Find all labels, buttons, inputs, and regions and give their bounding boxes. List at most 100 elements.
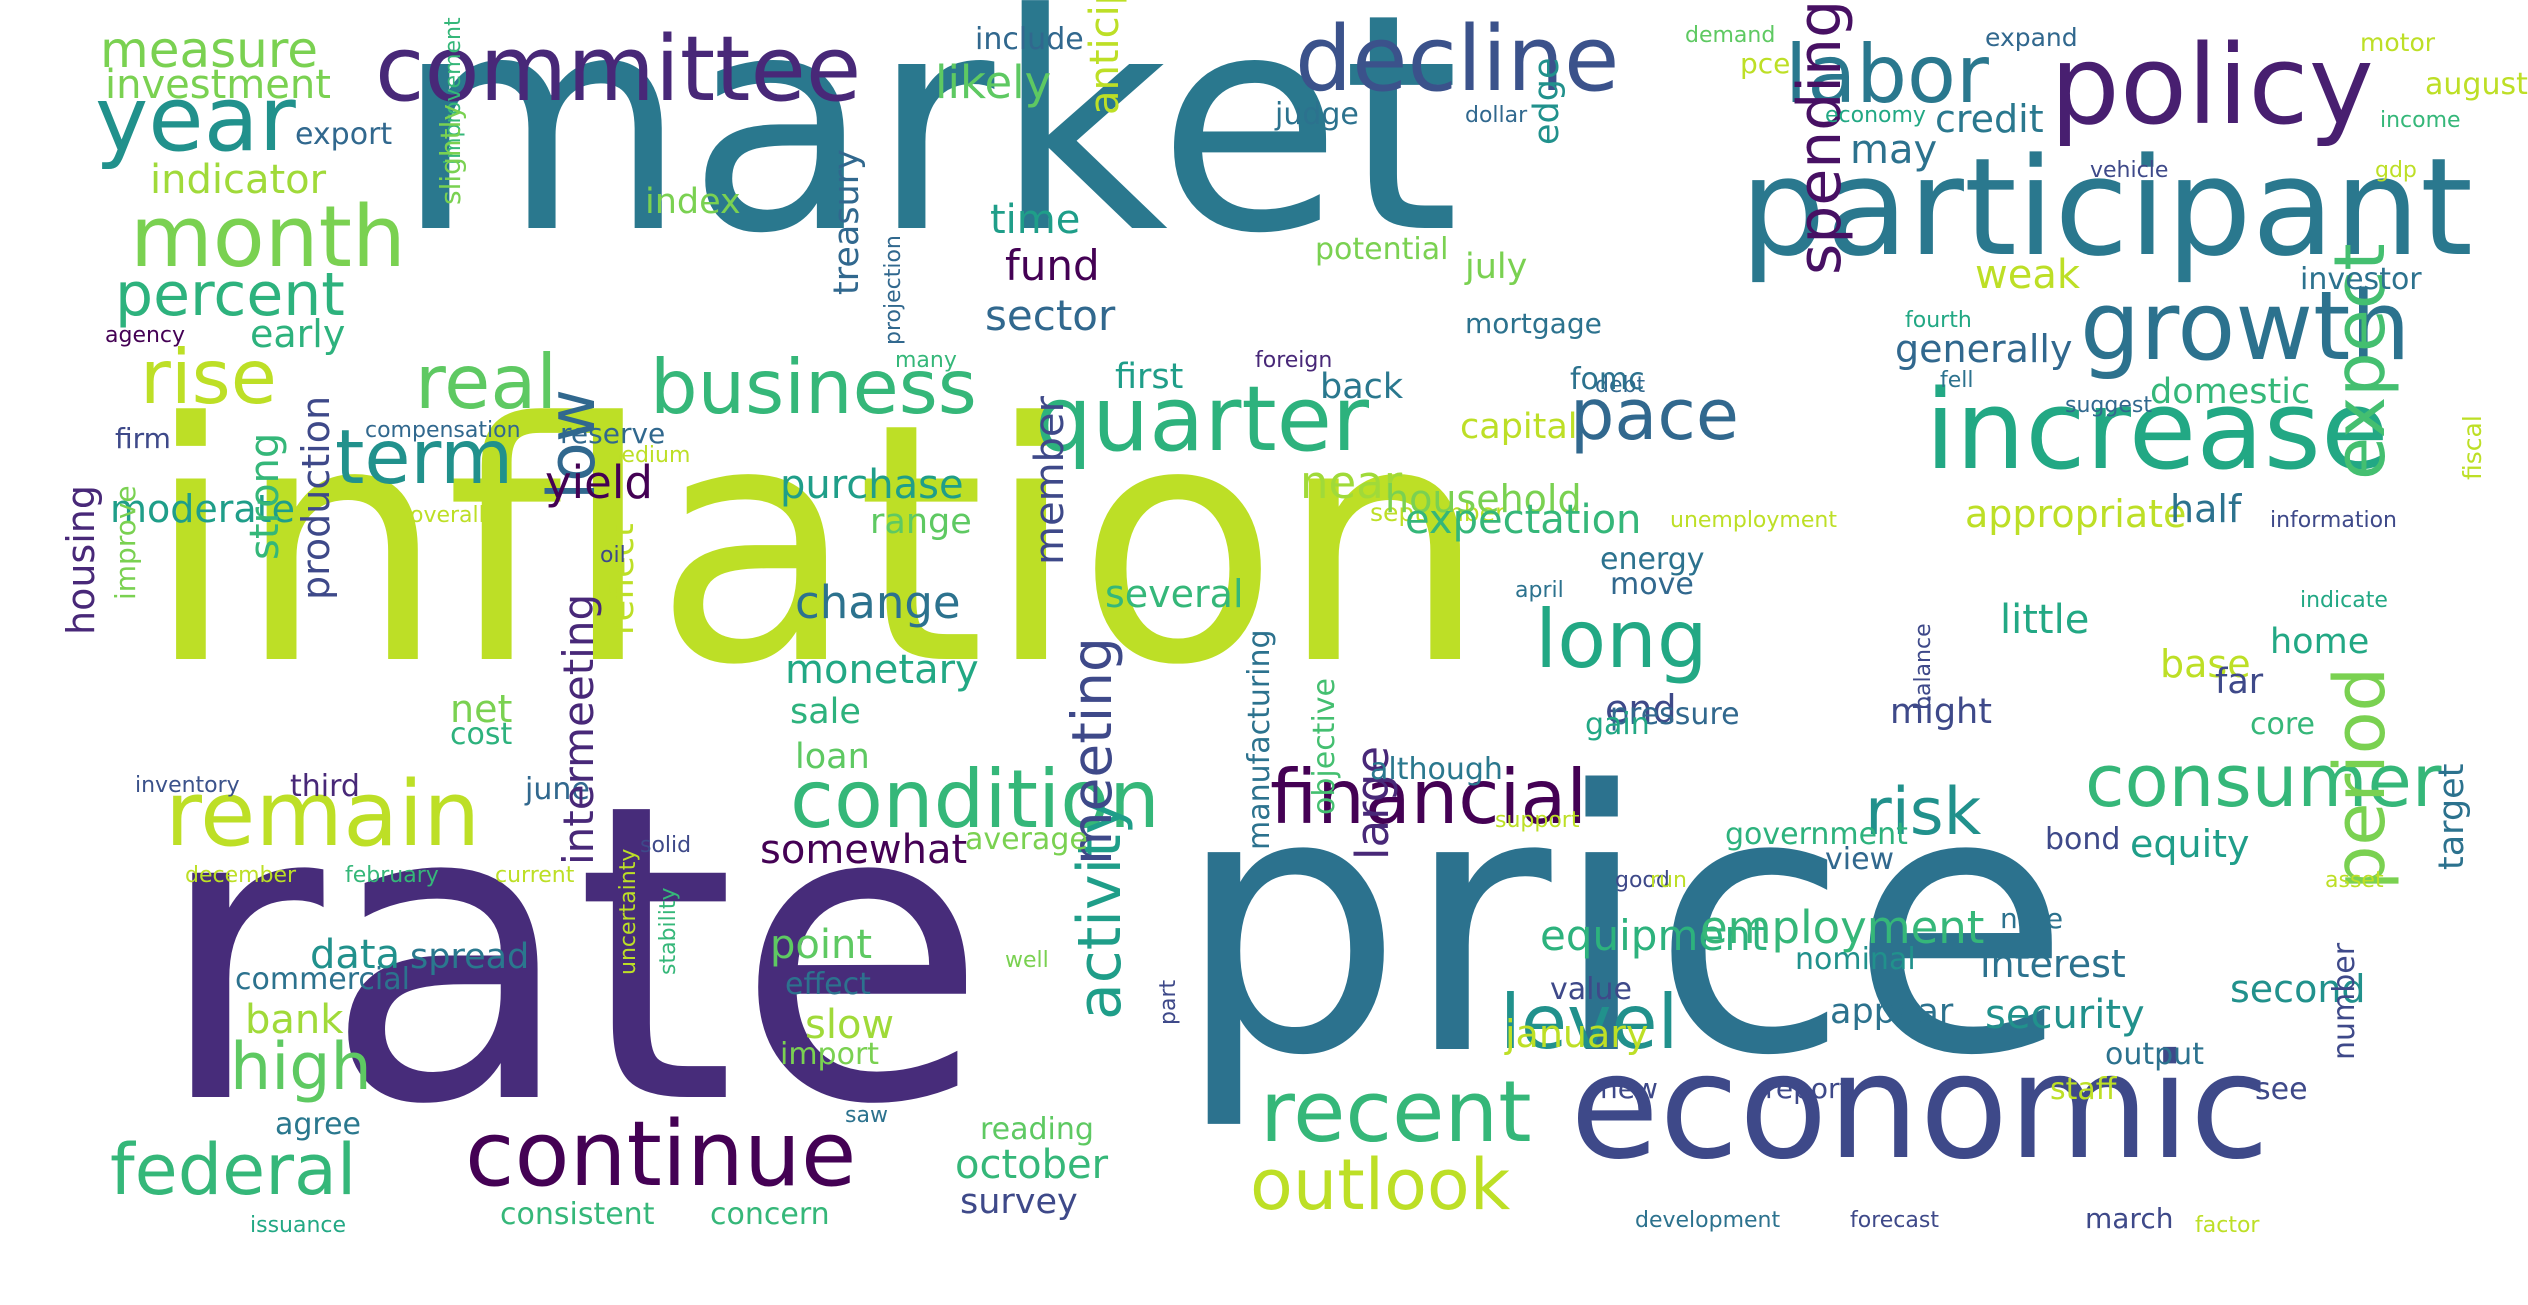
word-investment: investment [105, 62, 331, 108]
word-treasury: treasury [827, 149, 867, 295]
word-information: information [2270, 508, 2397, 533]
word-credit: credit [1935, 97, 2044, 141]
word-base: base [2160, 642, 2251, 686]
word-loan: loan [795, 737, 870, 777]
word-month: month [130, 188, 406, 287]
word-gain: gain [1585, 707, 1650, 742]
word-security: security [1985, 992, 2145, 1038]
word-period: period [2319, 667, 2401, 890]
word-anticipate: anticipate [1082, 0, 1128, 115]
word-committee: committee [375, 17, 862, 122]
word-recent: recent [1260, 1063, 1532, 1162]
word-june: june [525, 772, 590, 807]
word-slow: slow [805, 1002, 895, 1048]
word-equity: equity [2130, 822, 2250, 866]
word-agency: agency [105, 323, 186, 348]
word-development: development [1635, 1208, 1781, 1233]
word-net: net [450, 687, 513, 731]
word-stability: stability [656, 887, 681, 975]
word-saw: saw [845, 1103, 888, 1128]
word-third: third [290, 769, 360, 804]
word-first: first [1115, 357, 1184, 397]
word-likely: likely [935, 56, 1052, 109]
word-appropriate: appropriate [1965, 492, 2187, 536]
word-indicator: indicator [150, 157, 327, 203]
word-dollar: dollar [1465, 103, 1528, 128]
word-july: july [1465, 247, 1528, 287]
word-energy: energy [1600, 542, 1705, 577]
word-investor: investor [2300, 262, 2422, 297]
word-term: term [335, 413, 514, 501]
word-september: september [1370, 498, 1506, 527]
word-move: move [1610, 567, 1694, 602]
word-production: production [294, 395, 338, 600]
word-factor: factor [2195, 1213, 2260, 1238]
word-good: good [1615, 868, 1670, 893]
word-labor: labor [1785, 28, 1989, 121]
word-rise: rise [140, 333, 277, 421]
word-number: number [2327, 942, 2362, 1060]
word-employment: employment [1700, 901, 1985, 954]
word-spending: spending [1785, 0, 1855, 275]
word-fourth: fourth [1905, 308, 1972, 333]
word-motor: motor [2360, 28, 2436, 57]
word-pace: pace [1570, 374, 1739, 456]
word-commercial: commercial [235, 962, 410, 997]
word-end: end [1605, 687, 1677, 731]
word-potential: potential [1315, 232, 1449, 267]
word-point: point [770, 922, 873, 968]
word-agree: agree [275, 1107, 362, 1142]
word-high: high [230, 1030, 372, 1105]
word-far: far [2215, 662, 2264, 702]
word-august: august [2425, 67, 2528, 102]
word-judge: judge [1275, 97, 1359, 132]
word-price: price [1175, 715, 2071, 1134]
word-data: data [310, 932, 401, 978]
word-long: long [1535, 593, 1708, 686]
word-suggest: suggest [2065, 393, 2152, 418]
word-new: new [1600, 1072, 1658, 1105]
word-second: second [2230, 967, 2366, 1011]
word-note: note [2000, 902, 2064, 935]
word-housing: housing [59, 485, 103, 635]
word-solid: solid [640, 833, 692, 858]
word-issuance: issuance [250, 1213, 347, 1238]
word-edge: edge [1527, 57, 1567, 146]
word-unemployment: unemployment [1670, 508, 1837, 533]
word-government: government [1725, 817, 1908, 852]
word-participant: participant [1740, 129, 2474, 286]
word-yield: yield [545, 456, 653, 509]
word-february: february [345, 863, 439, 888]
word-financial: financial [1270, 753, 1588, 841]
word-asset: asset [2325, 868, 2384, 893]
word-target: target [2432, 763, 2472, 870]
word-mortgage: mortgage [1465, 307, 1602, 340]
word-part: part [1156, 979, 1181, 1025]
word-debt: debt [1595, 373, 1646, 398]
word-view: view [1825, 842, 1895, 877]
word-weak: weak [1975, 252, 2080, 298]
word-economy: economy [1825, 103, 1926, 128]
word-inventory: inventory [135, 773, 240, 798]
word-pressure: pressure [1610, 697, 1740, 732]
word-objective: objective [1307, 678, 1342, 815]
word-reserve: reserve [560, 417, 666, 450]
word-medium: medium [600, 443, 691, 468]
word-federal: federal [110, 1129, 357, 1211]
word-member: member [1027, 396, 1073, 565]
word-might: might [1890, 692, 1992, 732]
word-real: real [415, 338, 558, 426]
word-expand: expand [1985, 23, 2078, 52]
word-pce: pce [1740, 47, 1791, 80]
word-moderate: moderate [110, 487, 295, 531]
word-outlook: outlook [1250, 1144, 1511, 1226]
word-forecast: forecast [1850, 1208, 1939, 1233]
word-although: although [1370, 752, 1503, 787]
word-market: market [395, 0, 1460, 299]
word-sale: sale [790, 692, 861, 732]
word-inflation: inflation [145, 353, 1489, 737]
word-firm: firm [115, 422, 171, 455]
word-staff: staff [2050, 1072, 2117, 1107]
word-income: income [2380, 108, 2461, 133]
